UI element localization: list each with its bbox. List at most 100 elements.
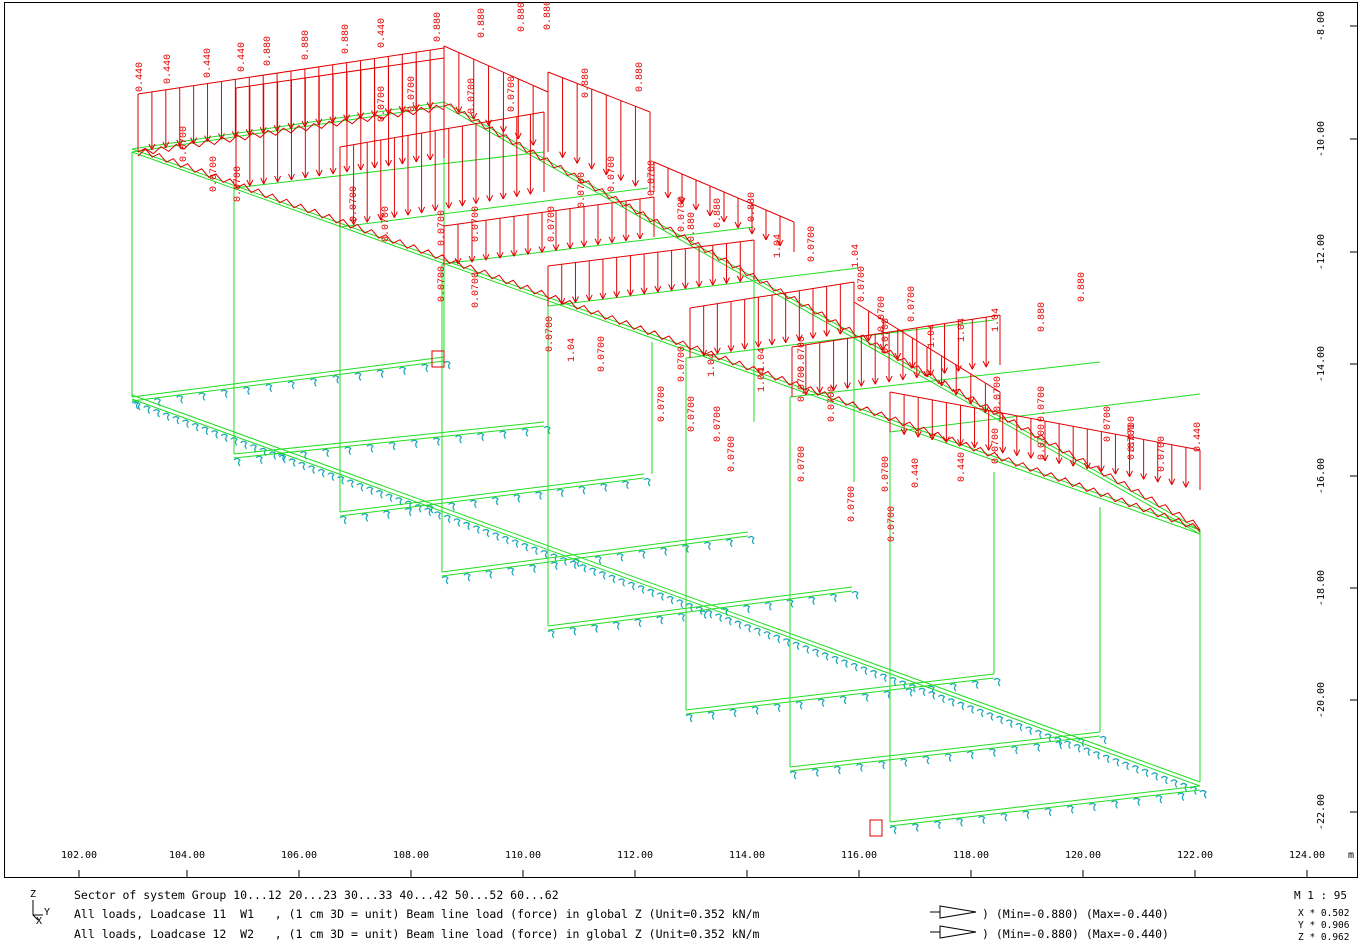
spring-support-icon <box>685 713 693 723</box>
load-line <box>960 438 964 446</box>
spring-support-icon <box>900 758 908 767</box>
spring-support-icon <box>933 820 942 830</box>
spring-support-icon <box>808 596 816 605</box>
load-value-label: 0.0700 <box>545 316 556 352</box>
load-value-label: 0.0700 <box>727 436 738 472</box>
viewport-border <box>4 2 1358 878</box>
load-line <box>684 282 689 289</box>
spring-support-icon <box>443 360 451 370</box>
spring-support-icon <box>530 546 539 556</box>
load-line <box>1168 478 1173 485</box>
load-line <box>917 431 922 438</box>
spring-support-icon <box>507 567 515 576</box>
load-line <box>971 363 976 370</box>
load-value-label: 0.440 <box>957 452 968 482</box>
load-line <box>616 291 621 298</box>
load-line <box>736 275 741 282</box>
spring-support-icon <box>491 496 499 506</box>
load-line <box>741 343 746 350</box>
load-line <box>727 345 732 352</box>
load-line <box>1058 457 1063 464</box>
load-line <box>1027 452 1032 459</box>
load-value-label: 0.880 <box>1037 302 1048 332</box>
load-line <box>517 132 522 140</box>
spring-support-icon <box>860 666 868 675</box>
load-line <box>594 238 599 245</box>
spring-support-icon <box>831 655 839 665</box>
y-tick-label: -18.00 <box>1316 570 1327 606</box>
load-line <box>999 446 1004 454</box>
spring-support-icon <box>851 590 859 600</box>
load-line <box>1083 462 1088 470</box>
load-line <box>830 384 835 391</box>
sector-description: Sector of system Group 10...12 20...23 3… <box>74 888 559 902</box>
load-arrow-row <box>137 104 445 157</box>
load-line <box>475 197 480 204</box>
spring-support-icon <box>949 683 957 692</box>
load-line <box>894 352 899 360</box>
load-line <box>527 248 532 255</box>
load-line <box>757 340 762 348</box>
spring-support-icon <box>591 624 599 633</box>
load-line <box>353 218 358 225</box>
load-value-label: 1.04 <box>567 338 578 362</box>
load-line <box>260 177 265 185</box>
spring-support-icon <box>870 669 878 679</box>
spring-support-icon <box>448 502 456 511</box>
load-line <box>165 141 170 149</box>
load-line <box>532 139 537 146</box>
load-line <box>709 278 714 286</box>
structure-viewport[interactable]: 0.440 0.440 0.440 0.440 0.880 0.880 0.880 0.440… <box>4 2 1358 878</box>
load-value-label: 0.0700 <box>877 296 888 332</box>
spring-support-icon <box>463 521 471 531</box>
load-value-label: 0.440 <box>203 48 214 78</box>
load-line <box>942 436 947 443</box>
spring-support-icon <box>627 581 636 591</box>
load-value-label: 1.04 <box>757 368 768 392</box>
load-arrow-row <box>443 103 1201 531</box>
load-value-label: 0.0700 <box>797 336 808 372</box>
load-line <box>611 236 616 244</box>
spring-support-icon <box>298 461 306 471</box>
spring-support-icon <box>322 448 330 458</box>
load-value-label: 0.0700 <box>1103 406 1114 442</box>
spring-support-icon <box>1155 795 1163 804</box>
spring-support-icon <box>656 615 664 625</box>
load-line <box>162 141 167 149</box>
load-line <box>576 157 581 164</box>
load-line <box>329 167 334 175</box>
load-line <box>706 209 711 217</box>
spring-support-icon <box>1133 797 1141 807</box>
spring-support-icon <box>356 483 364 492</box>
load-line <box>473 112 478 120</box>
spring-support-icon <box>695 606 703 616</box>
spring-support-icon <box>233 457 241 467</box>
spring-support-icon <box>856 763 864 772</box>
spring-support-icon <box>792 641 800 651</box>
spring-support-icon <box>395 497 403 506</box>
spring-support-icon <box>182 419 190 429</box>
load-value-label: 0.880 <box>301 30 312 60</box>
spring-support-icon <box>795 701 803 710</box>
spring-support-icon <box>1077 738 1085 747</box>
spring-support-icon <box>550 561 559 571</box>
load-value-label: 0.0700 <box>657 386 668 422</box>
spring-support-icon <box>937 694 946 704</box>
loadcase-11-description: All loads, Loadcase 11 W1 , (1 cm 3D = u… <box>74 907 760 921</box>
load-value-label: 0.880 <box>477 8 488 38</box>
beam <box>441 535 749 577</box>
spring-support-icon <box>547 629 555 639</box>
beam <box>339 473 645 513</box>
load-line <box>204 135 208 142</box>
load-line <box>1185 481 1190 488</box>
load-line <box>782 336 787 344</box>
load-line <box>744 343 749 350</box>
spring-support-icon <box>1044 733 1052 742</box>
spring-support-icon <box>399 366 407 376</box>
spring-support-icon <box>850 662 858 672</box>
spring-support-icon <box>1055 740 1063 750</box>
load-value-label: 0.0700 <box>467 78 478 114</box>
spring-support-icon <box>511 539 519 548</box>
spring-support-icon <box>230 437 238 446</box>
beam <box>233 425 545 459</box>
